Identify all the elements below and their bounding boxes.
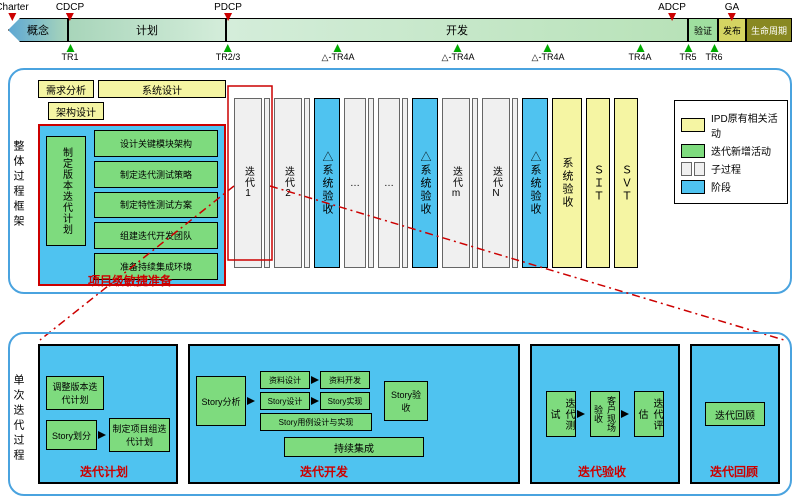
sysv3: △系统验收	[522, 98, 548, 268]
sysacc: 系统验收	[552, 98, 582, 268]
ci: 持续集成	[284, 437, 424, 457]
sv: Story验收	[384, 381, 428, 421]
g3: 制定特性测试方案	[94, 192, 218, 219]
timeline: 概念 计划 开发 验证 发布 生命周期	[8, 18, 792, 42]
col-accept: 迭代测试 客户现场验收 迭代评估 迭代验收	[530, 344, 680, 484]
sysv2: △系统验收	[412, 98, 438, 268]
d1: 资料设计	[260, 371, 310, 389]
tl-plan: 计划	[68, 18, 226, 42]
c3b3: 迭代评估	[634, 391, 664, 437]
d2: 资料开发	[320, 371, 370, 389]
tl-dev: 开发	[226, 18, 688, 42]
d5: Story用例设计与实现	[260, 413, 372, 431]
iterm: 迭代m	[442, 98, 470, 268]
c3-title: 迭代验收	[578, 463, 626, 480]
tl-verify: 验证	[688, 18, 718, 42]
sit: ＳＩＴ	[586, 98, 610, 268]
col-retro: 迭代回顾 迭代回顾	[690, 344, 780, 484]
bot-marker: △-TR4A	[532, 44, 565, 63]
iter2: 迭代2	[274, 98, 302, 268]
sa: Story分析	[196, 376, 246, 426]
g4: 组建迭代开发团队	[94, 222, 218, 249]
g2: 制定迭代测试策略	[94, 161, 218, 188]
d4: Story实现	[320, 392, 370, 410]
iter1: 迭代1	[234, 98, 262, 268]
c1b1: 调整版本迭代计划	[46, 376, 104, 410]
g1: 设计关键模块架构	[94, 130, 218, 157]
main-side-label: 整体过程框架	[8, 140, 26, 230]
legend: IPD原有相关活动 迭代新增活动 子过程 阶段	[674, 100, 788, 204]
c1b2: Story划分	[46, 420, 97, 450]
dots1: …	[344, 98, 366, 268]
tl-life: 生命周期	[746, 18, 792, 42]
svt: ＳＶＴ	[614, 98, 638, 268]
iter-plan-box: 制定版本迭代计划	[46, 136, 86, 246]
c3b1: 迭代测试	[546, 391, 576, 437]
bot-marker: △-TR4A	[442, 44, 475, 63]
c1b3: 制定项目组迭代计划	[109, 418, 170, 452]
legend-sub: 子过程	[711, 161, 741, 176]
bot-marker: TR4A	[628, 44, 651, 62]
bot-marker: TR5	[679, 44, 696, 62]
lower-frame: 单次迭代过程 调整版本迭代计划 Story划分 制定项目组迭代计划 迭代计划	[8, 332, 792, 496]
bot-marker: TR6	[705, 44, 722, 62]
lower-side-label: 单次迭代过程	[8, 374, 26, 464]
itern: 迭代N	[482, 98, 510, 268]
legend-phase: 阶段	[711, 179, 731, 194]
top-marker: PDCP	[214, 2, 242, 21]
d3: Story设计	[260, 392, 310, 410]
c4-title: 迭代回顾	[710, 463, 758, 480]
tl-release: 发布	[718, 18, 746, 42]
c2-title: 迭代开发	[300, 463, 348, 480]
c4b1: 迭代回顾	[705, 402, 765, 426]
dots2: …	[378, 98, 400, 268]
bot-marker: TR1	[61, 44, 78, 62]
top-marker: CDCP	[56, 2, 84, 21]
col-dev: Story分析 资料设计 资料开发 Story设计 Story实现 Story用…	[188, 344, 520, 484]
bot-marker: TR2/3	[216, 44, 241, 62]
legend-ipd: IPD原有相关活动	[711, 110, 781, 140]
col-plan: 调整版本迭代计划 Story划分 制定项目组迭代计划 迭代计划	[38, 344, 178, 484]
top-marker: Charter	[0, 2, 29, 21]
arch-box: 架构设计	[48, 102, 104, 120]
top-marker: ADCP	[658, 2, 686, 21]
bot-marker: △-TR4A	[322, 44, 355, 63]
prep-stage: 制定版本迭代计划 设计关键模块架构 制定迭代测试策略 制定特性测试方案 组建迭代…	[38, 124, 226, 286]
c3b2: 客户现场验收	[590, 391, 620, 437]
legend-new: 迭代新增活动	[711, 143, 771, 158]
tl-concept: 概念	[8, 18, 68, 42]
prep-label: 项目级敏捷准备	[88, 272, 172, 289]
sysdesign-box: 系统设计	[98, 80, 226, 98]
sysv1: △系统验收	[314, 98, 340, 268]
req-box: 需求分析	[38, 80, 94, 98]
c1-title: 迭代计划	[80, 463, 128, 480]
top-marker: GA	[725, 2, 739, 21]
